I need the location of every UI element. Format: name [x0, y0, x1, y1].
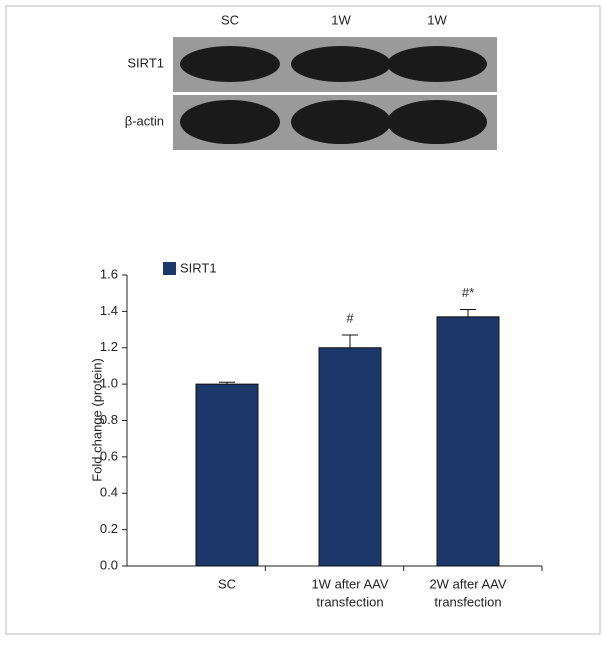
bar — [319, 348, 381, 566]
annotation: # — [346, 310, 354, 325]
y-tick-label: 1.2 — [100, 339, 118, 354]
y-tick-label: 0.0 — [100, 557, 118, 572]
y-tick-label: 0.2 — [100, 521, 118, 536]
y-tick-label: 0.8 — [100, 412, 118, 427]
row-label: SIRT1 — [127, 55, 164, 70]
annotation: #* — [462, 285, 474, 300]
blot-band — [291, 46, 391, 82]
blot-band — [180, 46, 280, 82]
x-tick-label: 2W after AAV — [429, 576, 506, 591]
y-tick-label: 1.6 — [100, 266, 118, 281]
lane-label: 1W — [331, 12, 351, 27]
x-tick-label: transfection — [434, 594, 501, 609]
blot-band — [291, 100, 391, 144]
y-tick-label: 0.6 — [100, 448, 118, 463]
figure: Fold change (protein) SC1W1WSIRT1β-actin… — [0, 0, 606, 640]
lane-label: SC — [221, 12, 239, 27]
blot-band — [387, 100, 487, 144]
row-label: β-actin — [125, 113, 164, 128]
y-tick-label: 1.4 — [100, 303, 118, 318]
legend-swatch — [163, 262, 176, 275]
x-tick-label: 1W after AAV — [311, 576, 388, 591]
y-tick-label: 1.0 — [100, 376, 118, 391]
blot-band — [387, 46, 487, 82]
x-tick-label: transfection — [316, 594, 383, 609]
y-tick-label: 0.4 — [100, 485, 118, 500]
lane-label: 1W — [427, 12, 447, 27]
legend-label: SIRT1 — [180, 260, 217, 275]
bar — [437, 317, 499, 566]
bar — [196, 384, 258, 566]
x-tick-label: SC — [218, 576, 236, 591]
blot-band — [180, 100, 280, 144]
